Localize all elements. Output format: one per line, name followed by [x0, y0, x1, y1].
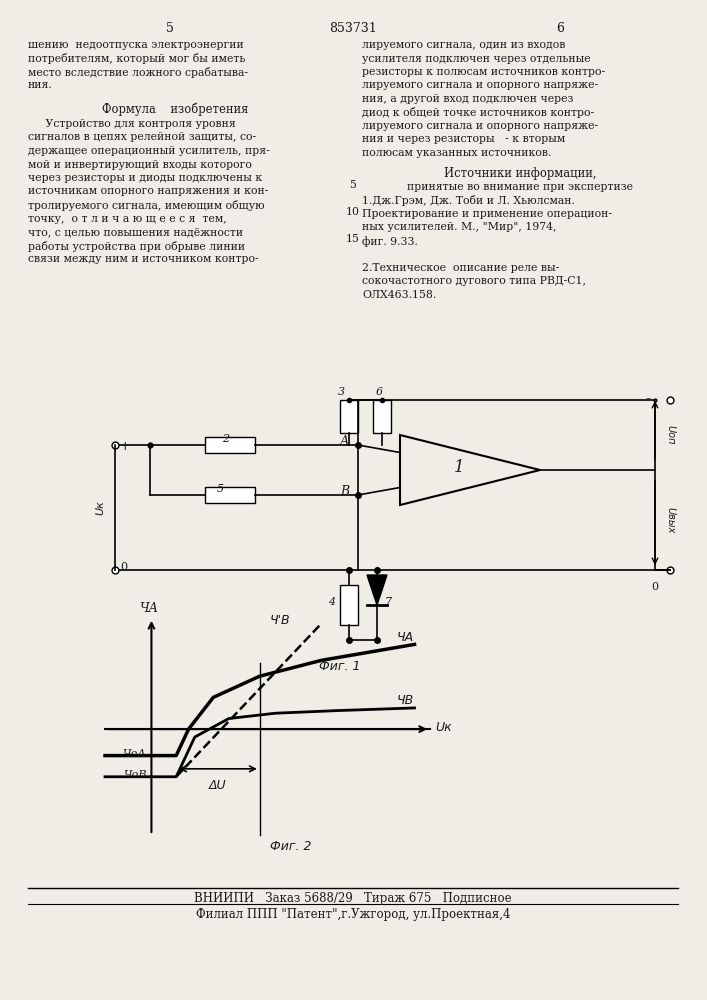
Text: ния, а другой вход подключен через: ния, а другой вход подключен через: [362, 94, 573, 104]
Text: ΔU: ΔU: [209, 779, 227, 792]
Text: принятые во внимание при экспертизе: принятые во внимание при экспертизе: [407, 182, 633, 192]
Polygon shape: [367, 575, 387, 605]
Text: место вследствие ложного срабатыва-: место вследствие ложного срабатыва-: [28, 67, 248, 78]
Text: ВНИИПИ   Заказ 5688/29   Тираж 675   Подписное: ВНИИПИ Заказ 5688/29 Тираж 675 Подписное: [194, 892, 512, 905]
Text: 5: 5: [166, 22, 174, 35]
Bar: [205, 487, 255, 503]
Text: Формула    изобретения: Формула изобретения: [102, 102, 248, 115]
Text: -: -: [645, 392, 650, 406]
Text: мой и инвертирующий входы которого: мой и инвертирующий входы которого: [28, 159, 252, 169]
Text: сокочастотного дугового типа РВД-С1,: сокочастотного дугового типа РВД-С1,: [362, 276, 586, 286]
Text: Uк: Uк: [95, 500, 105, 515]
Bar: [340, 400, 358, 433]
Text: точку,  о т л и ч а ю щ е е с я  тем,: точку, о т л и ч а ю щ е е с я тем,: [28, 214, 227, 224]
Text: 1: 1: [453, 460, 464, 477]
Text: резисторы к полюсам источников контро-: резисторы к полюсам источников контро-: [362, 67, 605, 77]
Text: 853731: 853731: [329, 22, 377, 35]
Text: Фиг. 1: Фиг. 1: [320, 660, 361, 673]
Text: В: В: [340, 485, 349, 498]
Text: работы устройства при обрыве линии: работы устройства при обрыве линии: [28, 240, 245, 251]
Text: А: А: [340, 435, 349, 448]
Text: диод к общей точке источников контро-: диод к общей точке источников контро-: [362, 107, 594, 118]
Text: источникам опорного напряжения и кон-: источникам опорного напряжения и кон-: [28, 186, 269, 196]
Text: фиг. 9.33.: фиг. 9.33.: [362, 236, 418, 247]
Text: 1.Дж.Грэм, Дж. Тоби и Л. Хьюлсман.: 1.Дж.Грэм, Дж. Тоби и Л. Хьюлсман.: [362, 196, 575, 207]
Text: полюсам указанных источников.: полюсам указанных источников.: [362, 148, 551, 158]
Text: ЧоА: ЧоА: [123, 749, 146, 759]
Text: ния и через резисторы   - к вторым: ния и через резисторы - к вторым: [362, 134, 566, 144]
Text: 7: 7: [385, 597, 392, 607]
Text: 2.Техническое  описание реле вы-: 2.Техническое описание реле вы-: [362, 263, 559, 273]
Text: лируемого сигнала и опорного напряже-: лируемого сигнала и опорного напряже-: [362, 81, 598, 91]
Text: Uоп: Uоп: [665, 425, 675, 445]
Text: что, с целью повышения надёжности: что, с целью повышения надёжности: [28, 227, 243, 237]
Text: 5: 5: [217, 484, 224, 494]
Text: 6: 6: [556, 22, 564, 35]
Text: Uвых: Uвых: [665, 507, 675, 533]
Text: ОЛХ463.158.: ОЛХ463.158.: [362, 290, 436, 300]
Text: сигналов в цепях релейной защиты, со-: сигналов в цепях релейной защиты, со-: [28, 132, 256, 142]
Text: лируемого сигнала, один из входов: лируемого сигнала, один из входов: [362, 40, 566, 50]
Text: Проектирование и применение операцион-: Проектирование и применение операцион-: [362, 209, 612, 219]
Text: 2: 2: [222, 434, 229, 444]
Text: ЧА: ЧА: [397, 631, 414, 644]
Text: тролируемого сигнала, имеющим общую: тролируемого сигнала, имеющим общую: [28, 200, 264, 211]
Bar: [340, 585, 358, 625]
Text: Ч'В: Ч'В: [270, 614, 291, 627]
Text: ЧВ: ЧВ: [397, 694, 414, 707]
Text: усилителя подключен через отдельные: усилителя подключен через отдельные: [362, 53, 590, 64]
Text: Устройство для контроля уровня: Устройство для контроля уровня: [28, 119, 235, 129]
Text: 0: 0: [651, 582, 658, 592]
Text: +: +: [120, 440, 131, 453]
Text: 10: 10: [346, 207, 360, 217]
Bar: [373, 400, 391, 433]
Text: Uк: Uк: [435, 721, 452, 734]
Text: 6: 6: [376, 387, 383, 397]
Text: 4: 4: [328, 597, 335, 607]
Text: ЧА: ЧА: [139, 602, 158, 615]
Text: Фиг. 2: Фиг. 2: [270, 840, 312, 853]
Text: лируемого сигнала и опорного напряже-: лируемого сигнала и опорного напряже-: [362, 121, 598, 131]
Text: ния.: ния.: [28, 81, 53, 91]
Bar: [205, 437, 255, 453]
Text: держащее операционный усилитель, пря-: держащее операционный усилитель, пря-: [28, 146, 270, 156]
Text: ных усилителей. М., "Мир", 1974,: ных усилителей. М., "Мир", 1974,: [362, 223, 556, 232]
Text: связи между ним и источником контро-: связи между ним и источником контро-: [28, 254, 259, 264]
Text: Источники информации,: Источники информации,: [444, 167, 596, 180]
Text: 5: 5: [349, 180, 356, 190]
Text: ЧоВ: ЧоВ: [123, 770, 146, 780]
Text: потребителям, который мог бы иметь: потребителям, который мог бы иметь: [28, 53, 245, 64]
Text: Филиал ППП "Патент",г.Ужгород, ул.Проектная,4: Филиал ППП "Патент",г.Ужгород, ул.Проект…: [196, 908, 510, 921]
Text: 15: 15: [346, 234, 360, 244]
Text: шению  недоотпуска электроэнергии: шению недоотпуска электроэнергии: [28, 40, 244, 50]
Text: 0: 0: [120, 562, 127, 572]
Text: 3: 3: [338, 387, 345, 397]
Text: через резисторы и диоды подключены к: через резисторы и диоды подключены к: [28, 173, 262, 183]
